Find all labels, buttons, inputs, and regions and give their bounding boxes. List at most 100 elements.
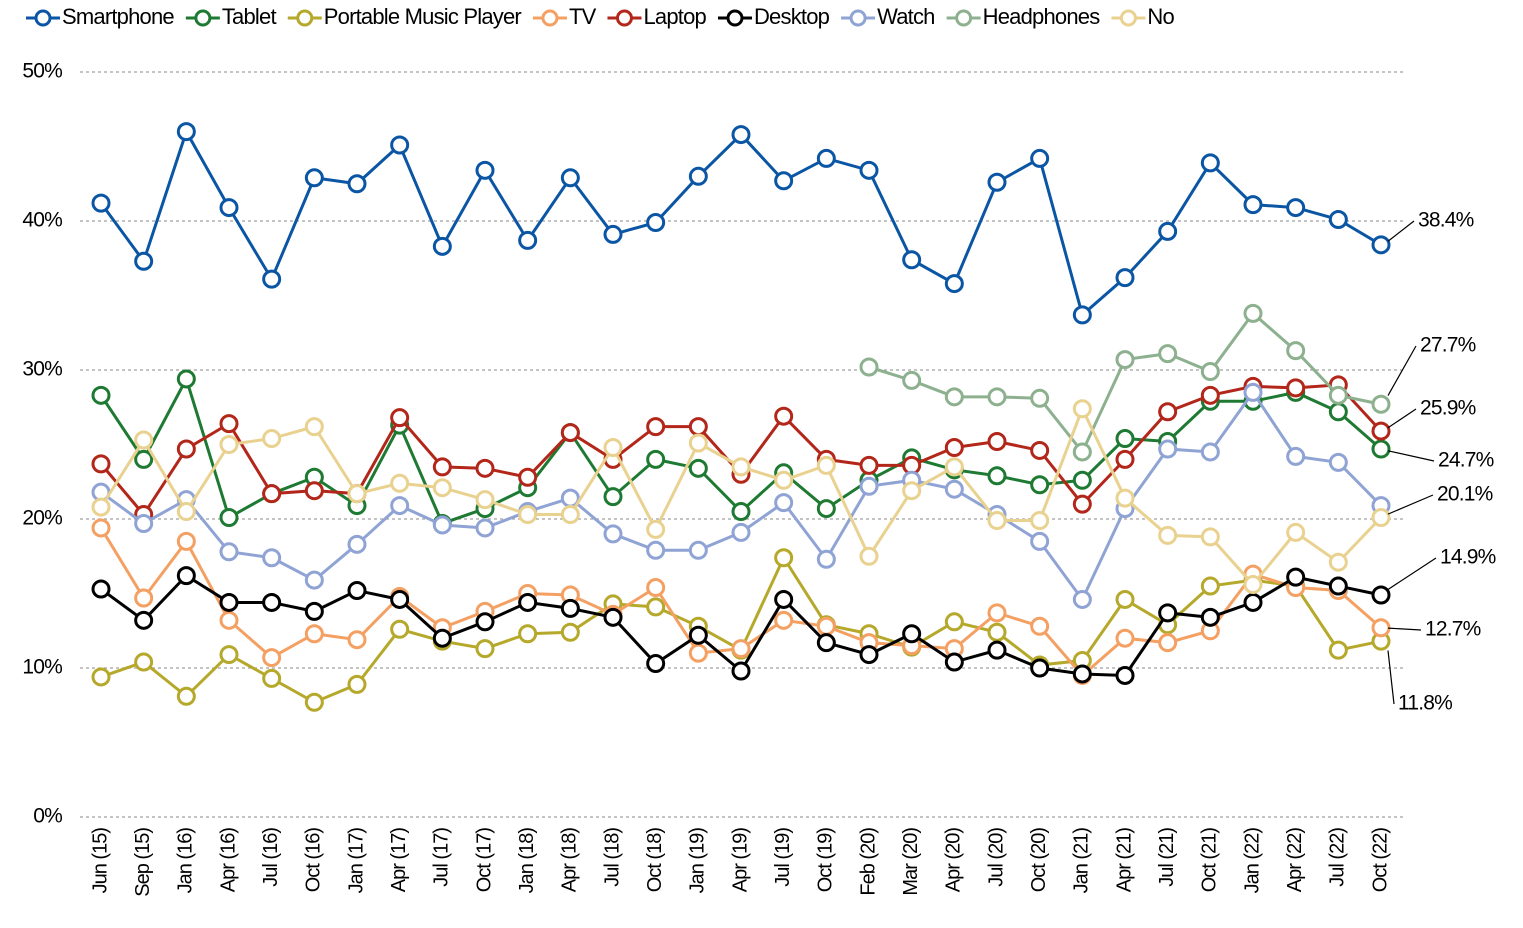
x-tick-label: Apr (17) [388,828,410,893]
data-point [902,250,922,270]
series [91,382,1391,609]
data-point [262,592,282,612]
y-tick-label: 30% [22,358,62,381]
data-point [1158,525,1178,545]
leader-line [1387,345,1417,396]
series-line [99,127,1382,318]
legend-label: Watch [877,4,935,29]
data-point [859,546,879,566]
data-point [1030,510,1050,530]
data-point [1371,508,1391,528]
data-point [646,597,666,617]
legend-marker [955,9,973,27]
data-point [859,476,879,496]
data-point [390,473,410,493]
data-point [816,616,836,636]
data-point [304,624,324,644]
x-tick-label: Apr (22) [1284,828,1306,893]
data-point [944,457,964,477]
data-point [518,505,538,525]
data-point [134,610,154,630]
data-point [1371,394,1391,414]
data-point [944,652,964,672]
x-tick-label: Jan (21) [1071,828,1093,894]
data-point [1371,439,1391,459]
data-label: 25.9% [1420,397,1476,420]
data-point [219,198,239,218]
data-point [518,467,538,487]
data-point [1200,385,1220,405]
data-point [176,566,196,586]
data-point [1328,576,1348,596]
data-point [432,628,452,648]
data-label: 12.7% [1425,618,1481,641]
data-point [816,455,836,475]
leader-line [1387,450,1435,462]
data-point [1030,658,1050,678]
y-tick-label: 50% [22,60,62,83]
data-point [1072,494,1092,514]
data-point [1030,440,1050,460]
x-tick-label: Jul (18) [601,828,623,887]
series [91,122,1391,325]
data-point [1072,664,1092,684]
data-point [987,622,1007,642]
data-point [1115,268,1135,288]
data-point [432,457,452,477]
x-tick-label: Apr (16) [217,828,239,893]
data-point [1200,153,1220,173]
data-point [646,519,666,539]
data-point [944,437,964,457]
data-point [688,458,708,478]
data-point [688,166,708,186]
data-point [1030,475,1050,495]
x-tick-label: Jan (19) [687,828,709,894]
leader-line [1387,627,1422,631]
data-point [603,524,623,544]
data-point [347,630,367,650]
data-point [560,168,580,188]
data-point [1286,378,1306,398]
data-point [688,540,708,560]
x-tick-label: Oct (19) [815,828,837,893]
data-point [1286,446,1306,466]
data-point [1371,421,1391,441]
legend-marker [541,9,559,27]
data-point [859,160,879,180]
series [91,548,1391,712]
data-point [646,417,666,437]
data-point [987,387,1007,407]
x-tick-label: Oct (21) [1199,828,1221,893]
data-label: 20.1% [1437,483,1493,506]
x-tick-label: Apr (21) [1113,828,1135,893]
x-tick-label: Jul (20) [985,828,1007,887]
data-point [475,490,495,510]
data-point [134,513,154,533]
x-tick-label: Jun (15) [89,828,111,894]
data-point [646,540,666,560]
data-point [1072,589,1092,609]
data-point [347,174,367,194]
data-point [91,579,111,599]
data-point [219,592,239,612]
y-tick-label: 20% [22,507,62,530]
data-point [1243,592,1263,612]
data-point [816,549,836,569]
data-point [91,518,111,538]
data-point [816,633,836,653]
data-label: 24.7% [1438,449,1494,472]
y-tick-label: 10% [22,656,62,679]
data-point [262,648,282,668]
data-point [1328,210,1348,230]
data-point [603,224,623,244]
data-point [987,466,1007,486]
data-point [902,624,922,644]
data-point [1371,585,1391,605]
data-point [560,622,580,642]
leader-line [1387,557,1437,590]
data-point [731,502,751,522]
data-point [134,430,154,450]
series [859,303,1391,462]
data-point [944,612,964,632]
data-point [347,674,367,694]
